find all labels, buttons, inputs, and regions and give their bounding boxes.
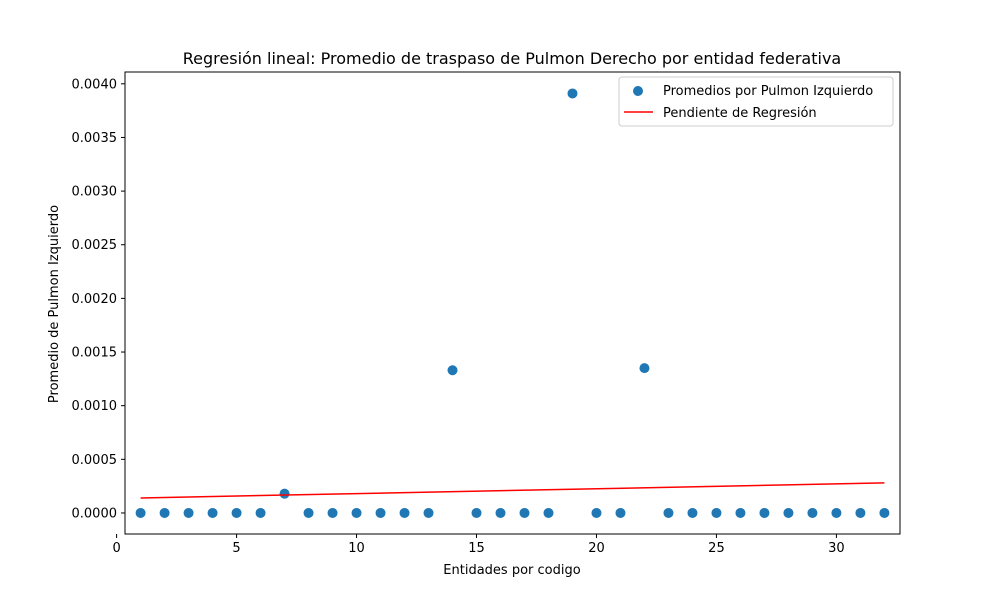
data-point xyxy=(735,507,746,518)
data-point xyxy=(495,507,506,518)
data-point xyxy=(423,507,434,518)
y-tick-label: 0.0035 xyxy=(72,131,118,146)
data-point xyxy=(399,507,410,518)
x-tick-label: 20 xyxy=(588,541,605,556)
data-point xyxy=(591,507,602,518)
x-tick-label: 10 xyxy=(348,541,365,556)
data-point xyxy=(183,507,194,518)
data-point xyxy=(639,363,650,374)
data-point xyxy=(783,507,794,518)
data-point xyxy=(519,507,530,518)
y-tick-label: 0.0030 xyxy=(72,185,118,200)
y-tick-label: 0.0020 xyxy=(72,292,118,307)
data-point xyxy=(375,507,386,518)
legend-box xyxy=(618,76,894,127)
x-tick-label: 0 xyxy=(112,541,120,556)
chart-title: Regresión lineal: Promedio de traspaso d… xyxy=(183,49,841,68)
data-point xyxy=(303,507,314,518)
data-point xyxy=(351,507,362,518)
legend-marker-scatter xyxy=(633,86,643,96)
y-tick-label: 0.0015 xyxy=(72,346,118,361)
x-axis-label: Entidades por codigo xyxy=(443,563,580,578)
data-point xyxy=(567,88,578,99)
data-point xyxy=(687,507,698,518)
legend: Promedios por Pulmon Izquierdo Pendiente… xyxy=(618,76,894,127)
y-tick-label: 0.0005 xyxy=(72,453,118,468)
x-tick-label: 25 xyxy=(708,541,725,556)
data-point xyxy=(663,507,674,518)
data-point xyxy=(471,507,482,518)
y-tick-label: 0.0010 xyxy=(72,399,118,414)
x-tick-label: 5 xyxy=(232,541,240,556)
regression-line xyxy=(140,482,885,499)
data-point xyxy=(447,365,458,376)
data-point xyxy=(711,507,722,518)
data-point xyxy=(231,507,242,518)
y-tick-label: 0.0025 xyxy=(72,238,118,253)
data-point xyxy=(831,507,842,518)
x-tick-label: 30 xyxy=(828,541,845,556)
y-tick-label: 0.0000 xyxy=(72,506,118,521)
plot-frame xyxy=(124,71,901,535)
legend-label-scatter: Promedios por Pulmon Izquierdo xyxy=(663,84,873,99)
data-point xyxy=(615,507,626,518)
data-point xyxy=(759,507,770,518)
plot-area: 0 5 10 15 20 25 30 0.0000 0.0005 0.0010 0.0015 0.00… xyxy=(72,77,890,556)
data-point xyxy=(279,488,290,499)
data-point xyxy=(159,507,170,518)
data-point xyxy=(135,507,146,518)
data-point xyxy=(207,507,218,518)
data-point xyxy=(879,507,890,518)
y-axis-label: Promedio de Pulmon Izquierdo xyxy=(47,205,62,403)
data-point xyxy=(255,507,266,518)
data-point xyxy=(807,507,818,518)
data-point xyxy=(855,507,866,518)
data-point xyxy=(327,507,338,518)
y-tick-label: 0.0040 xyxy=(72,77,118,92)
x-tick-label: 15 xyxy=(468,541,485,556)
data-point xyxy=(543,507,554,518)
legend-label-line: Pendiente de Regresión xyxy=(663,106,817,121)
